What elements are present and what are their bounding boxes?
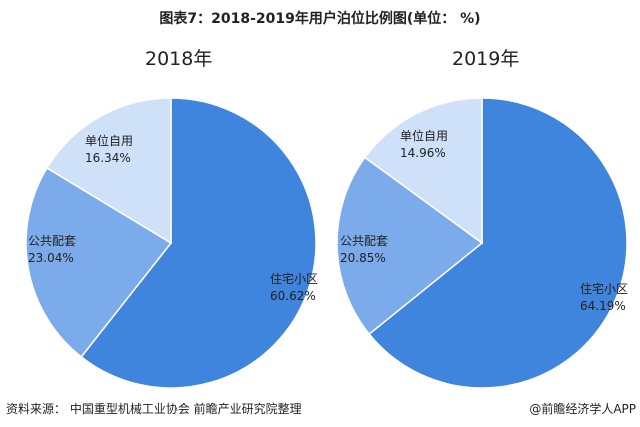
slice-value-label: 23.04% (28, 251, 74, 265)
pie-slice (25, 166, 173, 358)
chart-title: 图表7：2018-2019年用户泊位比例图(单位： %) (159, 11, 481, 27)
source-note: 资料来源： 中国重型机械工业协会 前瞻产业研究院整理 (6, 402, 302, 416)
pie-slice (336, 156, 484, 336)
slice-value-label: 14.96% (400, 146, 446, 160)
slice-label: 单位自用 (400, 128, 448, 143)
slice-label: 住宅小区 (580, 281, 628, 296)
slice-label: 公共配套 (28, 234, 76, 248)
slice-label: 公共配套 (340, 234, 388, 248)
slice-label: 住宅小区 (270, 271, 318, 286)
slice-value-label: 60.62% (270, 289, 316, 303)
slice-value-label: 64.19% (580, 299, 626, 313)
pie-slice (363, 97, 483, 245)
slice-value-label: 16.34% (85, 151, 131, 165)
pie-slice (45, 97, 172, 245)
pie-slice (368, 97, 628, 389)
slice-label: 单位自用 (85, 133, 133, 148)
slice-value-label: 20.85% (340, 251, 386, 265)
pie-slice (80, 97, 317, 389)
pie-title-2018: 2018年 (145, 48, 213, 70)
pie-title-2019: 2019年 (452, 48, 520, 70)
brand-watermark: @前瞻经济学人APP (529, 402, 636, 416)
